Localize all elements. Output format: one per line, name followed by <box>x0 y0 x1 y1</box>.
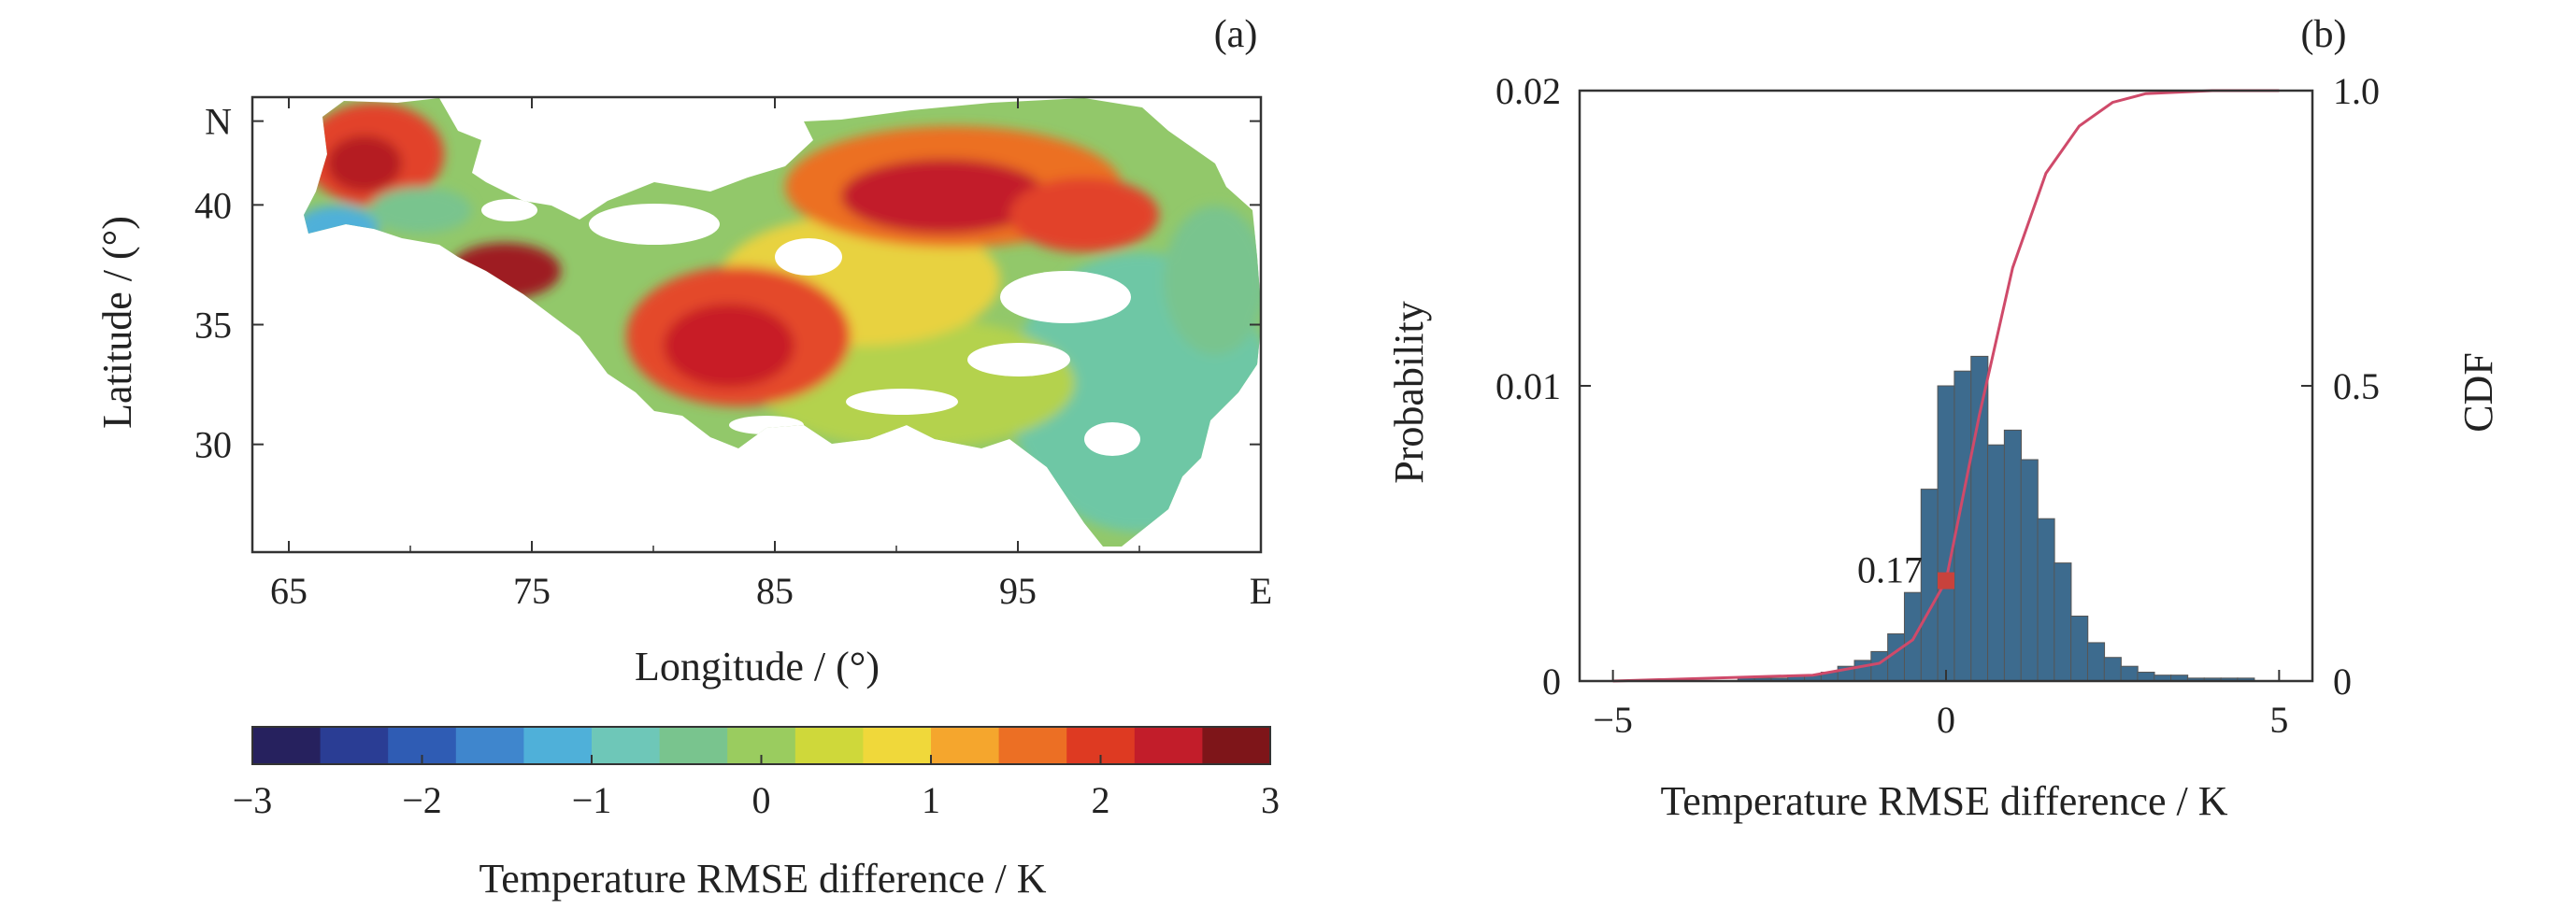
map-region-northeast <box>1009 178 1159 252</box>
map-region-east-green <box>1164 206 1261 355</box>
map-region-north-core <box>841 159 1047 234</box>
histogram-bar <box>2086 642 2106 682</box>
colorbar: −3 −2 −1 0 1 2 3 <box>233 726 1280 821</box>
map-region-northwest-core <box>327 135 402 192</box>
colorbar-segment <box>998 727 1067 764</box>
map-fill <box>304 98 1261 547</box>
histogram-x-tick-label: 5 <box>2269 699 2288 741</box>
map-region-west-core <box>664 304 794 388</box>
map-gaps <box>481 199 1140 456</box>
map-region-west-green <box>369 187 472 234</box>
histogram-bar <box>2054 562 2072 682</box>
histogram-ylabel: Probability <box>1386 301 1432 484</box>
map-region-west-cool <box>304 206 379 252</box>
histogram-y2-tick-label: 0 <box>2333 660 2352 703</box>
colorbar-tick-label: −3 <box>233 779 273 821</box>
colorbar-label: Temperature RMSE difference / K <box>479 856 1047 902</box>
histogram-y-tick-label: 0.02 <box>1496 70 1561 112</box>
map-y-tick-label: 30 <box>194 424 232 466</box>
histogram-bar <box>1987 444 2006 682</box>
map-axes: 65 75 85 95 E 30 35 40 N <box>194 97 1272 612</box>
colorbar-tick-label: −1 <box>572 779 612 821</box>
histogram-bar <box>1920 489 1939 682</box>
histogram-bar <box>1970 355 1989 682</box>
colorbar-segment <box>592 727 661 764</box>
panel-b-label: (b) <box>2301 13 2347 56</box>
map-ylabel: Latitude / (°) <box>94 216 140 429</box>
histogram-y-tick-label: 0.01 <box>1496 365 1561 407</box>
histogram-y-tick-label: 0 <box>1542 660 1561 703</box>
panel-a-label: (a) <box>1214 13 1258 56</box>
colorbar-tick-label: 2 <box>1092 779 1110 821</box>
histogram-bar <box>2120 665 2139 682</box>
colorbar-segment <box>659 727 728 764</box>
colorbar-tick-label: −2 <box>402 779 442 821</box>
cdf-line <box>1612 89 2280 683</box>
panel-b: (b) 0.17 −5 0 5 0 0.01 0.02 0 0.5 1.0 Temperatur… <box>1386 13 2501 824</box>
histogram-bar <box>2070 615 2089 682</box>
histogram-bar <box>1937 385 1955 682</box>
histogram-bar <box>2037 518 2055 682</box>
map-x-tick-label: E <box>1250 570 1272 612</box>
colorbar-segment <box>1134 727 1203 764</box>
map-x-tick-label: 75 <box>513 570 551 612</box>
map-x-tick-label: 95 <box>999 570 1037 612</box>
histogram-y2-tick-label: 0.5 <box>2333 365 2380 407</box>
histogram-x-tick-label: −5 <box>1593 699 1633 741</box>
cdf-marker-point <box>1938 572 1954 589</box>
colorbar-segment <box>794 727 864 764</box>
histogram-bars <box>1737 355 2255 682</box>
histogram-bar <box>1853 660 1872 682</box>
colorbar-segment <box>863 727 932 764</box>
map-x-tick-label: 65 <box>270 570 308 612</box>
map-region-karakoram <box>449 243 561 299</box>
panel-a: (a) <box>94 13 1280 902</box>
colorbar-segment <box>320 727 389 764</box>
colorbar-tick-label: 3 <box>1261 779 1280 821</box>
colorbar-segment <box>252 727 322 764</box>
histogram-bar <box>2020 459 2039 682</box>
colorbar-tick-label: 0 <box>752 779 771 821</box>
colorbar-segment <box>1202 727 1271 764</box>
map-y-tick-label: 35 <box>194 305 232 347</box>
colorbar-tick-label: 1 <box>922 779 940 821</box>
histogram-axes: −5 0 5 0 0.01 0.02 0 0.5 1.0 <box>1496 70 2380 741</box>
histogram-bar <box>1887 632 1906 682</box>
histogram-bar <box>2003 429 2022 682</box>
map-y-tick-label: N <box>205 101 232 143</box>
colorbar-segment <box>523 727 593 764</box>
histogram-x-tick-label: 0 <box>1937 699 1955 741</box>
histogram-xlabel: Temperature RMSE difference / K <box>1661 778 2228 824</box>
cdf-marker: 0.17 <box>1857 549 1954 591</box>
colorbar-segment <box>931 727 1000 764</box>
map-y-tick-label: 40 <box>194 184 232 226</box>
histogram-bar <box>1870 650 1889 682</box>
colorbar-segment <box>455 727 524 764</box>
cdf-annotation-label: 0.17 <box>1857 549 1923 591</box>
histogram-bar <box>2137 672 2155 682</box>
histogram-y2-tick-label: 1.0 <box>2333 70 2380 112</box>
map-xlabel: Longitude / (°) <box>635 644 880 689</box>
histogram-y2label: CDF <box>2455 352 2501 433</box>
map-x-tick-label: 85 <box>756 570 794 612</box>
histogram-bar <box>2103 657 2122 682</box>
